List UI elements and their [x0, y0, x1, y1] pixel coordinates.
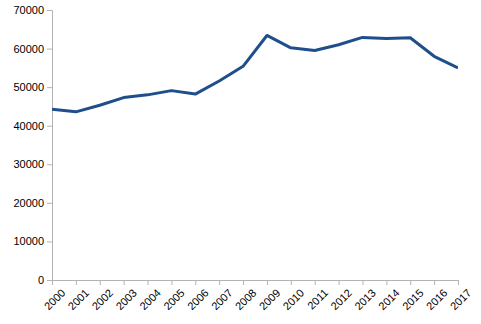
x-tick: 2017 — [448, 280, 474, 312]
y-tick-label: 20000 — [13, 197, 44, 209]
x-tick: 2014 — [376, 280, 402, 312]
x-tick-mark — [219, 280, 220, 285]
y-tick-label: 40000 — [13, 120, 44, 132]
x-tick: 2013 — [352, 280, 378, 312]
y-tick: 30000 — [13, 158, 52, 170]
x-tick-label: 2004 — [137, 286, 163, 312]
x-axis: 2000200120022003200420052006200720082009… — [42, 280, 474, 312]
y-axis-line — [47, 11, 53, 281]
x-tick-label: 2012 — [328, 286, 354, 312]
x-tick: 2015 — [400, 280, 426, 312]
x-tick-mark — [243, 280, 244, 285]
x-tick-label: 2009 — [257, 286, 283, 312]
x-tick-label: 2013 — [352, 286, 378, 312]
x-tick-label: 2006 — [185, 286, 211, 312]
line — [52, 35, 458, 111]
y-tick-mark — [47, 203, 52, 204]
y-tick: 20000 — [13, 197, 52, 209]
y-tick-label: 0 — [38, 274, 44, 286]
x-tick: 2001 — [66, 280, 92, 312]
y-tick-mark — [47, 126, 52, 127]
x-tick-mark — [267, 280, 268, 285]
x-tick-label: 2016 — [424, 286, 450, 312]
y-tick-mark — [47, 49, 52, 50]
marks — [52, 35, 458, 111]
y-tick: 0 — [38, 274, 52, 286]
x-tick-label: 2000 — [42, 286, 68, 312]
y-tick-mark — [47, 280, 52, 281]
x-tick: 2006 — [185, 280, 211, 312]
x-tick-mark — [76, 280, 77, 285]
x-tick: 2003 — [113, 280, 139, 312]
y-tick: 50000 — [13, 81, 52, 93]
y-tick-label: 10000 — [13, 235, 44, 247]
x-tick: 2007 — [209, 280, 235, 312]
x-tick-label: 2002 — [89, 286, 115, 312]
y-tick-mark — [47, 164, 52, 165]
x-tick: 2005 — [161, 280, 187, 312]
x-tick-label: 2015 — [400, 286, 426, 312]
x-tick-mark — [434, 280, 435, 285]
x-tick: 2004 — [137, 280, 163, 312]
x-tick-mark — [171, 280, 172, 285]
x-tick: 2011 — [305, 280, 330, 312]
x-tick-label: 2011 — [305, 286, 330, 311]
x-tick: 2016 — [424, 280, 450, 312]
x-tick-label: 2010 — [280, 286, 306, 312]
x-tick-mark — [339, 280, 340, 285]
x-tick: 2009 — [257, 280, 283, 312]
y-tick: 40000 — [13, 120, 52, 132]
x-tick-label: 2017 — [448, 286, 474, 312]
y-tick-label: 60000 — [13, 43, 44, 55]
y-tick-mark — [47, 10, 52, 11]
y-tick-mark — [47, 87, 52, 88]
x-axis-line — [53, 281, 459, 286]
x-tick: 2010 — [280, 280, 306, 312]
x-tick-label: 2001 — [66, 286, 92, 312]
x-tick-mark — [52, 280, 53, 285]
plot-area: 0 10000 20000 30000 40000 50000 60000 70000 2000… — [13, 4, 473, 312]
x-tick-mark — [410, 280, 411, 285]
x-tick-label: 2005 — [161, 286, 187, 312]
x-tick-mark — [458, 280, 459, 285]
x-tick-label: 2014 — [376, 286, 402, 312]
y-axis: 0 10000 20000 30000 40000 50000 60000 70000 — [13, 4, 52, 286]
x-tick-mark — [148, 280, 149, 285]
x-tick-label: 2003 — [113, 286, 139, 312]
y-tick: 70000 — [13, 4, 52, 16]
x-tick: 2000 — [42, 280, 68, 312]
x-tick-mark — [195, 280, 196, 285]
y-tick-mark — [47, 241, 52, 242]
x-tick-mark — [386, 280, 387, 285]
x-tick-mark — [315, 280, 316, 285]
x-tick-label: 2008 — [233, 286, 259, 312]
x-tick: 2002 — [89, 280, 115, 312]
x-tick-mark — [100, 280, 101, 285]
chart: 0 10000 20000 30000 40000 50000 60000 70000 2000… — [0, 0, 481, 324]
y-tick-label: 70000 — [13, 4, 44, 16]
x-tick-mark — [362, 280, 363, 285]
y-tick: 60000 — [13, 43, 52, 55]
y-tick: 10000 — [13, 235, 52, 247]
x-tick-mark — [124, 280, 125, 285]
x-tick-mark — [291, 280, 292, 285]
y-tick-label: 50000 — [13, 81, 44, 93]
x-tick: 2012 — [328, 280, 354, 312]
y-tick-label: 30000 — [13, 158, 44, 170]
x-tick-label: 2007 — [209, 286, 235, 312]
x-tick: 2008 — [233, 280, 259, 312]
